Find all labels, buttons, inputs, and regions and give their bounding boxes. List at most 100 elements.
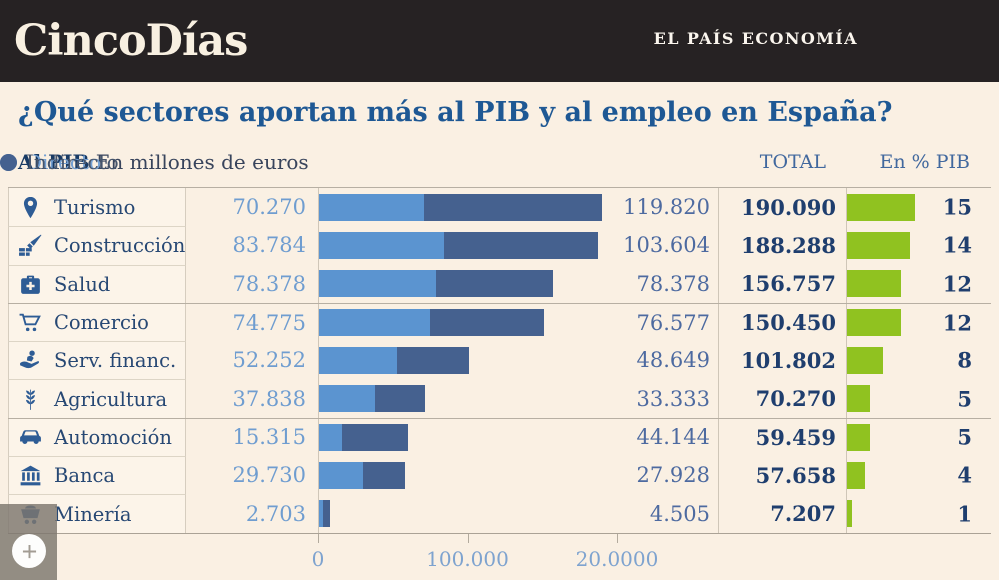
sector-cell: Agricultura: [8, 379, 186, 418]
pct-value: 12: [942, 310, 972, 336]
stacked-bar: [319, 500, 330, 528]
total-value: 59.459: [718, 418, 846, 457]
pct-cell: 12: [846, 303, 991, 342]
pct-bar: [847, 346, 884, 374]
bar-indirect-segment: [443, 231, 599, 259]
column-header-pct: En % PIB: [879, 151, 971, 173]
stacked-bar: [319, 309, 545, 337]
direct-value: 2.703: [245, 501, 306, 526]
bank-icon: [18, 463, 43, 488]
bar-direct-segment: [319, 270, 436, 298]
indirect-value: 119.820: [623, 195, 710, 220]
indirect-value: 44.144: [636, 425, 710, 450]
pct-cell: 4: [846, 456, 991, 495]
shopping-cart-icon: [18, 310, 43, 335]
indirect-value: 103.604: [623, 233, 710, 258]
masthead-title[interactable]: EL PAÍS ECONOMÍA: [653, 29, 858, 48]
pct-value: 14: [942, 232, 972, 258]
direct-value: 29.730: [232, 463, 306, 488]
pct-bar: [847, 231, 911, 259]
indirect-legend-dot-icon: [0, 153, 17, 171]
sector-label: Turismo: [54, 195, 136, 219]
bar-indirect-segment: [375, 385, 426, 413]
unit-label: Al PIB En millones de euros: [18, 150, 309, 174]
legend-direct-label: Directo: [26, 150, 102, 174]
total-value: 101.802: [718, 341, 846, 380]
pct-cell: 12: [846, 264, 991, 303]
bar-direct-segment: [319, 461, 364, 489]
stacked-bar: [319, 270, 553, 298]
direct-value: 15.315: [232, 425, 306, 450]
total-value: 70.270: [718, 379, 846, 418]
bar-cell: 4.505: [318, 494, 718, 533]
sector-label: Serv. financ.: [54, 349, 177, 373]
indirect-value: 4.505: [649, 501, 710, 526]
column-header-total: TOTAL: [759, 151, 826, 173]
bar-direct-segment: [319, 231, 444, 259]
brand-logo[interactable]: CincoDías: [14, 16, 248, 66]
bar-indirect-segment: [363, 461, 405, 489]
pct-bar: [847, 193, 915, 221]
bar-cell: 76.577: [318, 303, 718, 342]
hand-coin-icon: [18, 348, 43, 373]
sector-label: Banca: [54, 464, 116, 488]
bar-indirect-segment: [323, 500, 330, 528]
pct-value: 12: [942, 271, 972, 297]
trowel-icon: [18, 233, 43, 258]
pct-value: 4: [957, 462, 972, 488]
pct-value: 15: [942, 194, 972, 220]
bar-cell: 78.378: [318, 264, 718, 303]
pct-value: 1: [957, 501, 972, 527]
sector-cell: Serv. financ.: [8, 341, 186, 380]
direct-value: 83.784: [232, 233, 306, 258]
axis-tick-label: 0: [311, 546, 325, 571]
sector-label: Agricultura: [54, 387, 168, 411]
expand-button[interactable]: [12, 534, 46, 568]
unit-label-rest: En millones de euros: [95, 150, 309, 174]
pct-bar: [847, 309, 902, 337]
bar-cell: 33.333: [318, 379, 718, 418]
table-row: Comercio 74.775 76.577 150.450 12: [8, 302, 991, 342]
sector-cell: Construcción: [8, 226, 186, 265]
axis-tick: [467, 533, 469, 543]
zoom-overlay: [0, 504, 57, 580]
sector-table: Turismo 70.270 119.820 190.090 15 Constr…: [8, 187, 991, 534]
axis-tick: [318, 533, 319, 543]
sector-label: Construcción: [54, 234, 186, 258]
page-title: ¿Qué sectores aportan más al PIB y al em…: [18, 97, 893, 128]
indirect-value: 27.928: [636, 463, 710, 488]
bar-cell: 27.928: [318, 456, 718, 495]
chart-header: Al PIB En millones de euros Directo Indi…: [0, 148, 999, 178]
pct-bar: [847, 385, 870, 413]
total-value: 190.090: [718, 188, 846, 227]
indirect-value: 48.649: [636, 348, 710, 373]
bar-cell: 119.820: [318, 188, 718, 227]
plus-icon: [22, 544, 36, 558]
bar-cell: 48.649: [318, 341, 718, 380]
bar-indirect-segment: [435, 270, 553, 298]
sector-label: Comercio: [54, 311, 149, 335]
direct-value: 78.378: [232, 271, 306, 296]
total-value: 188.288: [718, 226, 846, 265]
bar-direct-segment: [319, 423, 342, 451]
total-value: 7.207: [718, 494, 846, 533]
bar-cell: 44.144: [318, 418, 718, 457]
total-value: 57.658: [718, 456, 846, 495]
wheat-icon: [18, 387, 43, 412]
sector-label: Minería: [54, 502, 132, 526]
total-value: 150.450: [718, 303, 846, 342]
unit-label-bold: Al PIB: [18, 150, 90, 174]
stacked-bar: [319, 231, 599, 259]
map-pin-icon: [18, 195, 43, 220]
sector-cell: Turismo: [8, 188, 186, 227]
pct-cell: 8: [846, 341, 991, 380]
indirect-value: 76.577: [636, 310, 710, 335]
axis-tick-label: 100.000: [426, 546, 509, 571]
sector-cell: Salud: [8, 264, 186, 303]
direct-value: 52.252: [232, 348, 306, 373]
indirect-value: 33.333: [636, 386, 710, 411]
pct-value: 5: [957, 424, 972, 450]
table-row: Agricultura 37.838 33.333 70.270 5: [8, 379, 991, 418]
table-row: Minería 2.703 4.505 7.207 1: [8, 494, 991, 533]
table-row: Salud 78.378 78.378 156.757 12: [8, 264, 991, 303]
